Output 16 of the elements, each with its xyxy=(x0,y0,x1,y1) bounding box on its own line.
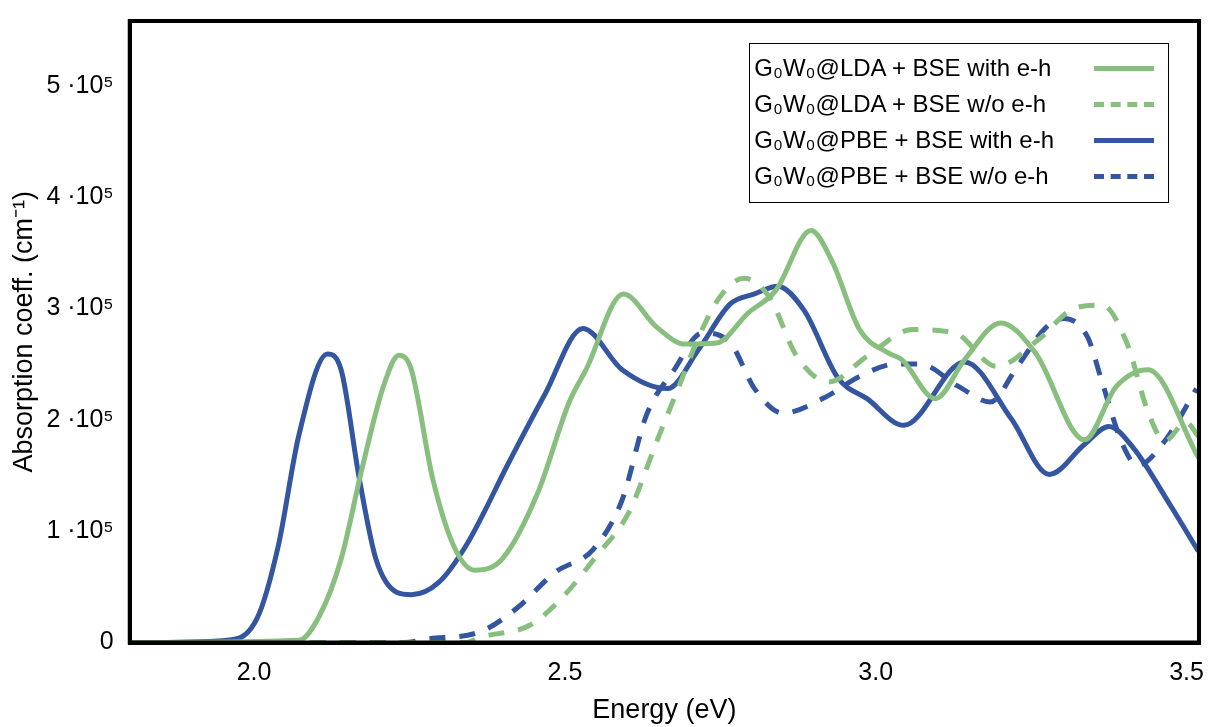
y-tick-label: 2 ·10⁵ xyxy=(46,403,114,432)
y-tick-label: 4 ·10⁵ xyxy=(46,180,114,209)
y-axis-title: Absorption coeff. (cm⁻¹) xyxy=(7,191,38,473)
legend-label: G₀W₀@LDA + BSE with e-h xyxy=(754,54,1053,82)
y-tick-label: 5 ·10⁵ xyxy=(46,69,114,98)
x-tick-label: 2.0 xyxy=(236,657,272,686)
y-tick-label: 1 ·10⁵ xyxy=(46,515,114,544)
legend-label: G₀W₀@PBE + BSE w/o e-h xyxy=(754,162,1050,190)
x-tick-label: 2.5 xyxy=(547,657,583,686)
x-tick-label: 3.0 xyxy=(858,657,894,686)
legend-label: G₀W₀@PBE + BSE with e-h xyxy=(754,126,1055,154)
y-tick-label: 3 ·10⁵ xyxy=(46,292,114,321)
legend-label: G₀W₀@LDA + BSE w/o e-h xyxy=(754,90,1047,118)
x-tick-label: 3.5 xyxy=(1169,657,1204,686)
x-axis-title: Energy (eV) xyxy=(592,694,737,725)
y-tick-label: 0 xyxy=(99,626,114,655)
